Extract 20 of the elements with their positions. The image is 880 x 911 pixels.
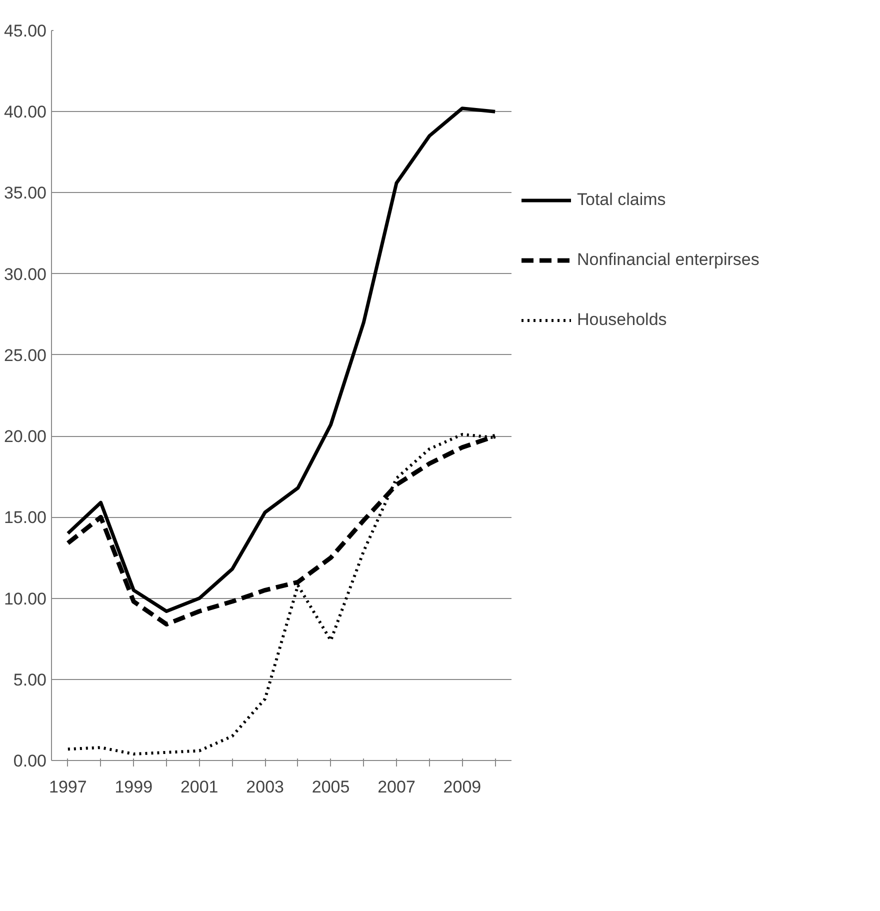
y-tick-label: 20.00 — [4, 427, 47, 446]
y-tick-label: 45.00 — [4, 22, 47, 40]
x-tick-label: 1999 — [114, 778, 153, 796]
x-tick-label: 2009 — [443, 778, 482, 796]
x-tick-label: 2005 — [312, 778, 350, 796]
y-tick-label: 35.00 — [4, 184, 47, 203]
y-tick-label: 25.00 — [4, 346, 47, 365]
y-tick-label: 10.00 — [4, 589, 47, 608]
x-tick-label: 1997 — [49, 778, 87, 796]
y-tick-label: 40.00 — [4, 102, 47, 122]
x-tick-label: 2001 — [180, 778, 218, 796]
legend-label: Total claims — [577, 190, 666, 210]
y-tick-label: 5.00 — [13, 670, 47, 690]
y-tick-label: 30.00 — [4, 264, 47, 284]
y-tick-label: 15.00 — [4, 508, 47, 528]
legend-label: Households — [577, 310, 667, 330]
y-tick-label: 0.00 — [13, 752, 47, 770]
legend-label: Nonfinancial enterpirses — [577, 250, 760, 270]
x-tick-label: 2003 — [246, 778, 284, 796]
x-tick-label: 2007 — [378, 778, 416, 796]
